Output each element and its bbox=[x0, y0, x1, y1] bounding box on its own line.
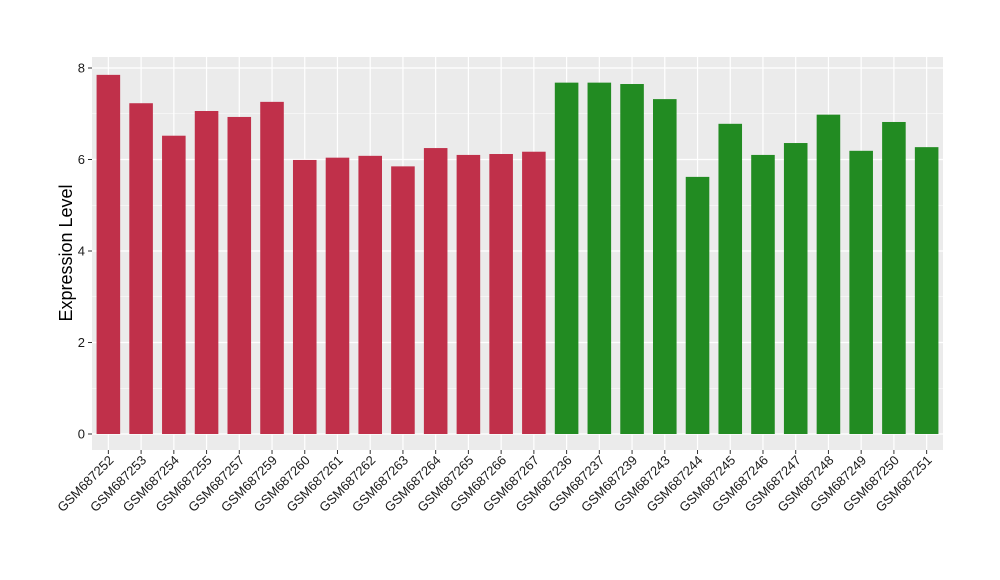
bar-GSM687265 bbox=[456, 154, 481, 435]
bar-GSM687261 bbox=[325, 157, 350, 435]
bar-GSM687260 bbox=[292, 159, 317, 434]
bar-GSM687237 bbox=[587, 82, 612, 434]
bar-GSM687244 bbox=[685, 176, 710, 434]
bar-GSM687251 bbox=[914, 147, 939, 434]
bar-GSM687266 bbox=[489, 154, 513, 434]
bar-GSM687267 bbox=[522, 151, 546, 434]
bar-GSM687248 bbox=[816, 114, 841, 434]
bar-GSM687249 bbox=[849, 150, 873, 434]
y-tick-label: 0 bbox=[78, 427, 85, 442]
bars-group bbox=[96, 74, 939, 435]
bar-GSM687263 bbox=[391, 166, 415, 435]
bar-GSM687259 bbox=[260, 101, 284, 434]
bar-GSM687253 bbox=[129, 103, 153, 434]
bar-GSM687257 bbox=[227, 116, 252, 434]
y-axis-title: Expression Level bbox=[56, 184, 76, 321]
plot-panel bbox=[92, 57, 943, 450]
bar-GSM687246 bbox=[751, 154, 775, 435]
bar-GSM687239 bbox=[620, 84, 644, 434]
bar-GSM687255 bbox=[194, 111, 219, 434]
x-axis: GSM687252GSM687253GSM687254GSM687255GSM6… bbox=[54, 450, 935, 515]
y-tick-label: 4 bbox=[78, 244, 85, 259]
y-axis: 0 2 4 6 8 bbox=[78, 61, 92, 442]
y-tick-label: 6 bbox=[78, 152, 85, 167]
bar-GSM687264 bbox=[423, 148, 448, 434]
bar-GSM687252 bbox=[96, 74, 121, 435]
bar-GSM687245 bbox=[718, 123, 743, 434]
bar-GSM687247 bbox=[783, 143, 808, 434]
bar-GSM687243 bbox=[653, 99, 677, 435]
bar-GSM687254 bbox=[162, 135, 186, 434]
y-tick-label: 2 bbox=[78, 335, 85, 350]
bar-GSM687250 bbox=[882, 121, 906, 435]
y-tick-label: 8 bbox=[78, 61, 85, 76]
bar-GSM687236 bbox=[554, 82, 579, 434]
bar-GSM687262 bbox=[358, 155, 382, 434]
